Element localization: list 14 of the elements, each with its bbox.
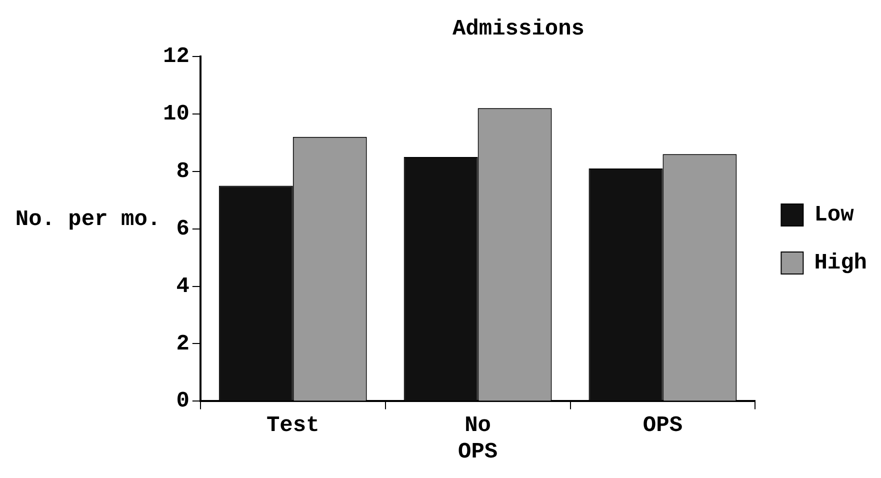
y-tick-label: 10	[163, 101, 190, 126]
y-tick-label: 8	[176, 158, 190, 184]
x-tick-label: OPS	[642, 412, 683, 438]
x-tick-label: No OPS	[458, 412, 498, 464]
chart-title: Admissions	[452, 16, 585, 42]
y-tick-label: 12	[163, 44, 190, 69]
y-tick-label: 4	[176, 274, 190, 299]
x-tick-label: Test	[266, 412, 320, 438]
legend-label: Low	[814, 202, 855, 228]
y-axis-title: No. per mo.	[14, 206, 162, 234]
y-tick-label: 2	[176, 331, 190, 356]
y-tick-label: 6	[176, 216, 190, 242]
legend-label: High	[814, 250, 868, 276]
y-tick-label: 0	[176, 388, 190, 414]
